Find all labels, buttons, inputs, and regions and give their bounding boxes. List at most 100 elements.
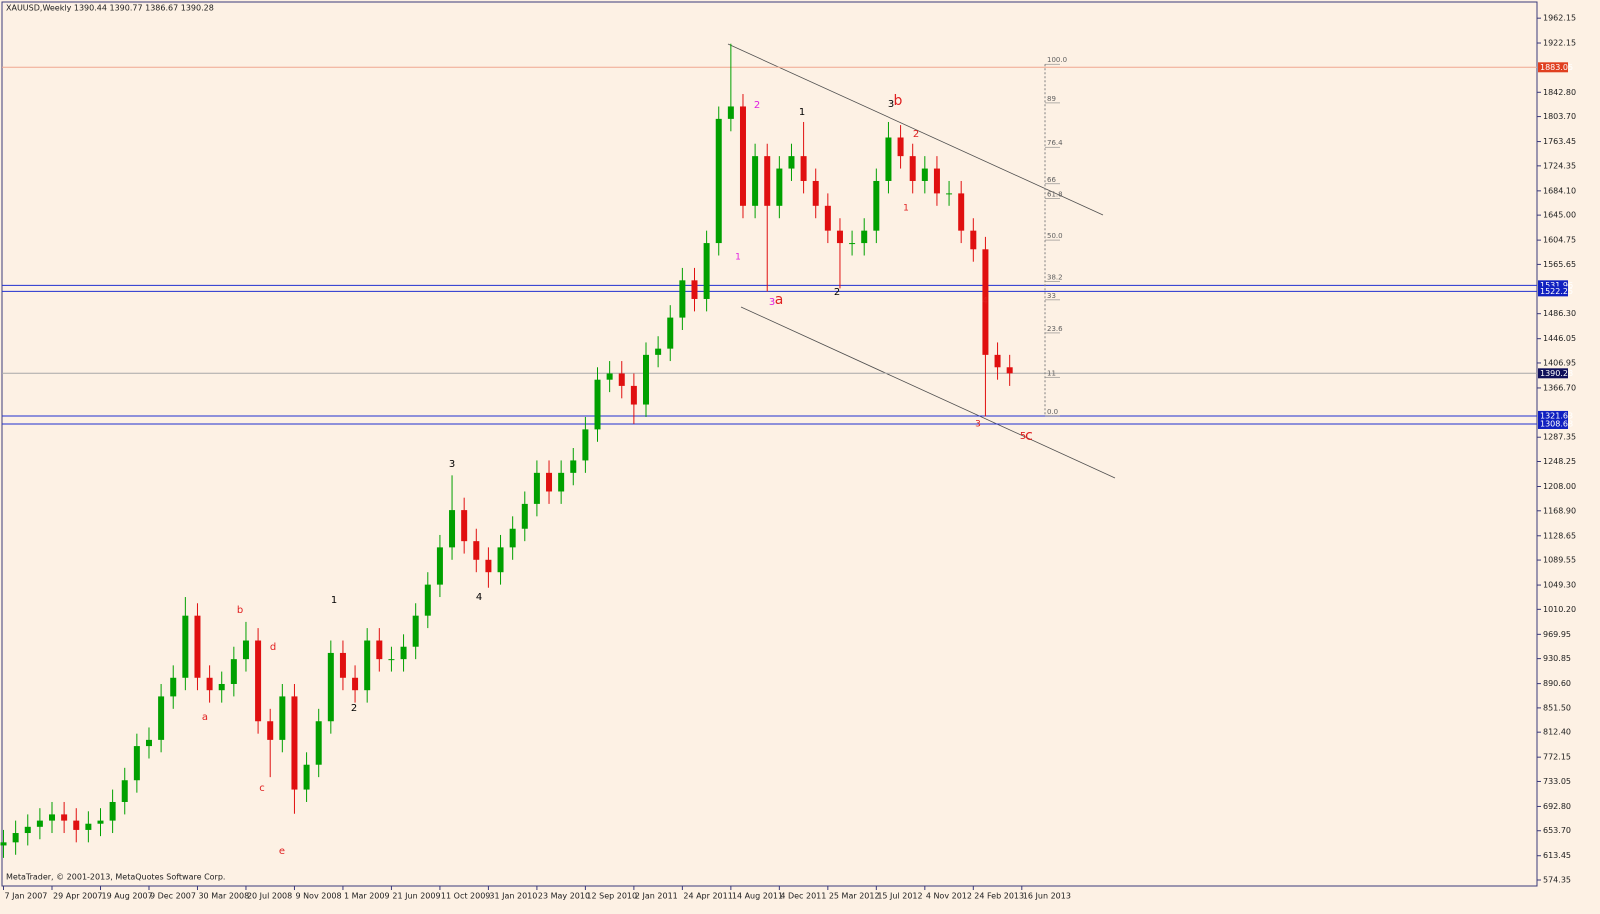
price-tag-label: 1321.63 bbox=[1540, 411, 1573, 420]
fib-label: 33 bbox=[1047, 292, 1056, 300]
candle-body bbox=[909, 156, 916, 181]
candle-body bbox=[61, 814, 68, 821]
candle-body bbox=[897, 137, 904, 157]
candle-body bbox=[873, 180, 880, 231]
candle-body bbox=[521, 503, 528, 529]
candle-body bbox=[497, 547, 504, 573]
wave-label: 3 bbox=[888, 99, 894, 110]
fib-label: 61.8 bbox=[1047, 191, 1063, 199]
wave-label: 1 bbox=[331, 595, 337, 606]
candle-body bbox=[412, 615, 419, 647]
candle-body bbox=[327, 652, 334, 722]
x-tick-label: 20 Jul 2008 bbox=[247, 892, 292, 901]
x-tick-label: 12 Sep 2010 bbox=[586, 892, 637, 901]
y-tick-label: 851.50 bbox=[1543, 703, 1571, 712]
y-tick-label: 772.15 bbox=[1543, 753, 1571, 762]
y-tick-label: 1486.30 bbox=[1543, 309, 1576, 318]
candle-body bbox=[824, 205, 831, 231]
candle-body bbox=[279, 696, 286, 740]
y-tick-label: 733.05 bbox=[1543, 777, 1571, 786]
candle-body bbox=[400, 646, 407, 660]
wave-label: c bbox=[1025, 428, 1033, 444]
candle-body bbox=[679, 280, 686, 318]
price-tag bbox=[1538, 62, 1568, 73]
y-tick-label: 1922.15 bbox=[1543, 39, 1576, 48]
candle-body bbox=[97, 820, 104, 824]
candle-body bbox=[691, 280, 698, 299]
wave-label: 1 bbox=[799, 107, 805, 118]
candle-body bbox=[194, 615, 201, 678]
candle-body bbox=[921, 168, 928, 181]
y-tick-label: 1208.00 bbox=[1543, 482, 1576, 491]
x-tick-label: 31 Jan 2010 bbox=[489, 892, 537, 901]
candle-body bbox=[12, 833, 19, 843]
candle-body bbox=[218, 683, 225, 691]
price-tag bbox=[1538, 280, 1568, 291]
wave-label: c bbox=[259, 783, 265, 794]
y-tick-label: 1645.00 bbox=[1543, 211, 1576, 220]
candle-body bbox=[485, 559, 492, 573]
x-tick-label: 9 Dec 2007 bbox=[150, 892, 196, 901]
y-tick-label: 1565.65 bbox=[1543, 260, 1576, 269]
fib-label: 66 bbox=[1047, 176, 1056, 184]
x-tick-label: 2 Jan 2011 bbox=[635, 892, 678, 901]
wave-label: 4 bbox=[476, 592, 482, 603]
candle-body bbox=[388, 659, 395, 661]
candle-body bbox=[364, 640, 371, 691]
wave-label: b bbox=[894, 93, 903, 109]
candle-body bbox=[1006, 367, 1013, 374]
fib-label: 50.0 bbox=[1047, 232, 1063, 240]
y-tick-label: 1366.70 bbox=[1543, 383, 1576, 392]
candle-body bbox=[812, 180, 819, 206]
candle-body bbox=[376, 640, 383, 660]
candle-body bbox=[24, 826, 31, 834]
candle-body bbox=[570, 460, 577, 473]
y-tick-label: 1168.90 bbox=[1543, 506, 1576, 515]
y-tick-label: 574.35 bbox=[1543, 876, 1571, 885]
candle-body bbox=[727, 106, 734, 119]
candle-body bbox=[182, 615, 189, 678]
x-tick-label: 16 Jun 2013 bbox=[1023, 892, 1071, 901]
y-tick-label: 812.40 bbox=[1543, 728, 1571, 737]
fib-label: 0.0 bbox=[1047, 408, 1058, 416]
candle-body bbox=[73, 820, 80, 830]
wave-label: 5 bbox=[1020, 431, 1026, 442]
candle-body bbox=[133, 746, 140, 781]
x-tick-label: 19 Aug 2007 bbox=[101, 892, 152, 901]
candle-body bbox=[582, 429, 589, 461]
candle-body bbox=[109, 801, 116, 821]
wave-label: 2 bbox=[351, 703, 357, 714]
price-tag-label: 1390.28 bbox=[1540, 369, 1573, 378]
candle-body bbox=[533, 472, 540, 504]
candle-body bbox=[121, 780, 128, 802]
candle-body bbox=[715, 118, 722, 244]
candle-body bbox=[158, 696, 165, 740]
candle-body bbox=[933, 168, 940, 194]
x-tick-label: 1 Mar 2009 bbox=[344, 892, 390, 901]
candle-body bbox=[836, 230, 843, 244]
candle-body bbox=[449, 510, 456, 548]
x-tick-label: 7 Jan 2007 bbox=[5, 892, 48, 901]
y-tick-label: 1049.30 bbox=[1543, 581, 1576, 590]
candle-body bbox=[630, 385, 637, 405]
y-tick-label: 930.85 bbox=[1543, 654, 1571, 663]
trend-line bbox=[727, 43, 1104, 216]
candle-body bbox=[800, 156, 807, 181]
candle-body bbox=[145, 739, 152, 747]
x-tick-label: 11 Oct 2009 bbox=[441, 892, 490, 901]
price-tag bbox=[1538, 368, 1568, 379]
candle-body bbox=[994, 354, 1001, 368]
wave-label: 1 bbox=[903, 204, 909, 214]
candle-body bbox=[764, 156, 771, 206]
candle-body bbox=[436, 547, 443, 585]
candle-body bbox=[230, 659, 237, 684]
y-tick-label: 1406.95 bbox=[1543, 358, 1576, 367]
candle-body bbox=[315, 721, 322, 765]
candle-body bbox=[49, 814, 56, 821]
candle-body bbox=[291, 696, 298, 790]
candle-body bbox=[606, 373, 613, 380]
y-tick-label: 1842.80 bbox=[1543, 88, 1576, 97]
wave-label: 2 bbox=[913, 129, 919, 140]
